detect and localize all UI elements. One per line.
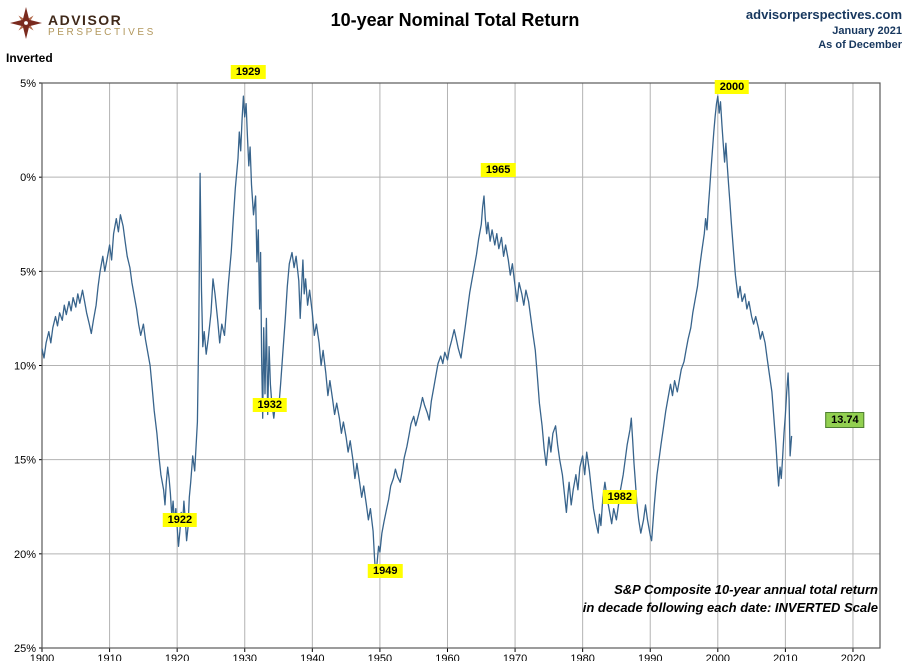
x-tick-label: 2000 bbox=[706, 653, 730, 661]
y-tick-label: 20% bbox=[14, 549, 36, 561]
y-tick-label: 10% bbox=[14, 361, 36, 373]
annotation-13-74: 13.74 bbox=[825, 412, 865, 429]
total-return-line bbox=[41, 95, 793, 578]
report-date: January 2021 bbox=[832, 24, 902, 37]
y-tick-label: 5% bbox=[20, 78, 36, 90]
x-tick-label: 2010 bbox=[773, 653, 797, 661]
annotation-1929: 1929 bbox=[230, 64, 266, 79]
x-tick-label: 1990 bbox=[638, 653, 662, 661]
x-tick-label: 1960 bbox=[435, 653, 459, 661]
x-tick-label: 1950 bbox=[368, 653, 392, 661]
x-tick-label: 1930 bbox=[232, 653, 256, 661]
annotation-1965: 1965 bbox=[480, 162, 516, 177]
x-tick-label: 1970 bbox=[503, 653, 527, 661]
plot-border bbox=[41, 82, 881, 649]
annotation-1982: 1982 bbox=[602, 490, 638, 505]
site-name: advisorperspectives.com bbox=[745, 7, 902, 22]
y-tick-label: 0% bbox=[20, 172, 36, 184]
header-right-block: advisorperspectives.com January 2021 As … bbox=[746, 6, 902, 53]
logo-advisor-text: ADVISOR bbox=[48, 11, 123, 28]
page-title: 10-year Nominal Total Return bbox=[330, 10, 580, 30]
compass-rose-icon bbox=[10, 7, 42, 44]
y-tick-label: 25% bbox=[14, 643, 36, 655]
y-tick-label: 5% bbox=[20, 266, 36, 278]
x-tick-label: 1910 bbox=[97, 653, 121, 661]
annotation-1949: 1949 bbox=[368, 563, 403, 578]
as-of-label: As of December bbox=[818, 39, 902, 52]
x-tick-label: 1920 bbox=[165, 653, 189, 661]
annotation-2000: 2000 bbox=[714, 79, 750, 94]
y-tick-label: 15% bbox=[14, 455, 36, 467]
annotation-1922: 1922 bbox=[162, 512, 198, 527]
source-note-line1: S&P Composite 10-year annual total retur… bbox=[614, 582, 878, 597]
annotation-1932: 1932 bbox=[252, 398, 287, 413]
source-note-line2: in decade following each date: INVERTED … bbox=[582, 599, 878, 615]
advisor-perspectives-logo: ADVISOR PERSPECTIVES bbox=[10, 7, 156, 44]
x-tick-label: 1900 bbox=[30, 653, 54, 661]
x-tick-label: 1940 bbox=[300, 653, 324, 661]
inverted-axis-label: Inverted bbox=[6, 51, 53, 65]
x-tick-label: 1980 bbox=[570, 653, 594, 661]
source-note: S&P Composite 10-year annual total retur… bbox=[583, 581, 878, 616]
logo-perspectives-text: PERSPECTIVES bbox=[48, 26, 156, 38]
x-tick-label: 2020 bbox=[841, 653, 865, 661]
